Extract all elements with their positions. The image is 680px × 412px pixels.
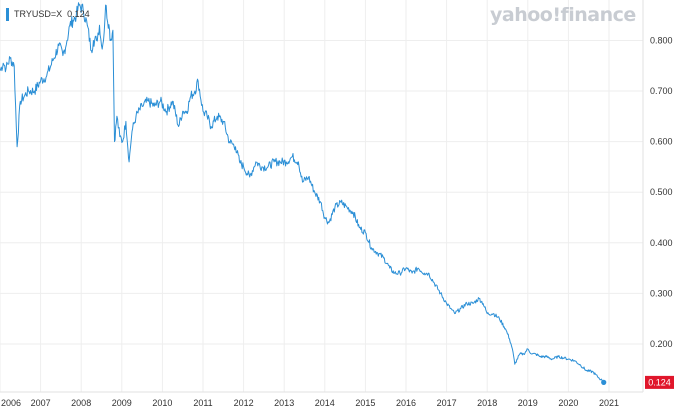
y-tick-label: 0.300 — [650, 288, 673, 298]
last-price-badge — [645, 375, 674, 389]
y-tick-label: 0.200 — [650, 339, 673, 349]
yahoo-finance-logo: yahoo!finance — [490, 4, 636, 26]
series-line — [0, 2, 604, 383]
x-tick-label: 2006 — [1, 398, 21, 408]
x-tick-label: 2018 — [477, 398, 497, 408]
x-tick-label: 2020 — [558, 398, 578, 408]
x-tick-label: 2021 — [599, 398, 619, 408]
x-tick-label: 2009 — [112, 398, 132, 408]
y-tick-label: 0.700 — [650, 86, 673, 96]
x-tick-label: 2012 — [234, 398, 254, 408]
x-tick-label: 2017 — [437, 398, 457, 408]
last-price-label: 0.124 — [648, 378, 671, 388]
y-tick-label: 0.600 — [650, 137, 673, 147]
last-point-marker — [601, 379, 607, 385]
x-tick-label: 2010 — [152, 398, 172, 408]
x-tick-label: 2011 — [193, 398, 212, 408]
x-tick-label: 2016 — [396, 398, 416, 408]
y-tick-label: 0.500 — [650, 187, 673, 197]
x-tick-label: 2015 — [355, 398, 375, 408]
legend-color-swatch — [6, 7, 9, 21]
legend-value: 0.124 — [67, 9, 90, 19]
y-tick-label: 0.800 — [650, 35, 673, 45]
x-tick-label: 2019 — [518, 398, 538, 408]
chart-legend[interactable]: TRYUSD=X 0.124 — [6, 7, 90, 21]
y-tick-label: 0.400 — [650, 238, 673, 248]
x-tick-label: 2013 — [274, 398, 294, 408]
x-tick-label: 2008 — [71, 398, 91, 408]
legend-symbol: TRYUSD=X — [14, 9, 63, 19]
x-tick-label: 2014 — [315, 398, 335, 408]
x-tick-label: 2007 — [31, 398, 51, 408]
